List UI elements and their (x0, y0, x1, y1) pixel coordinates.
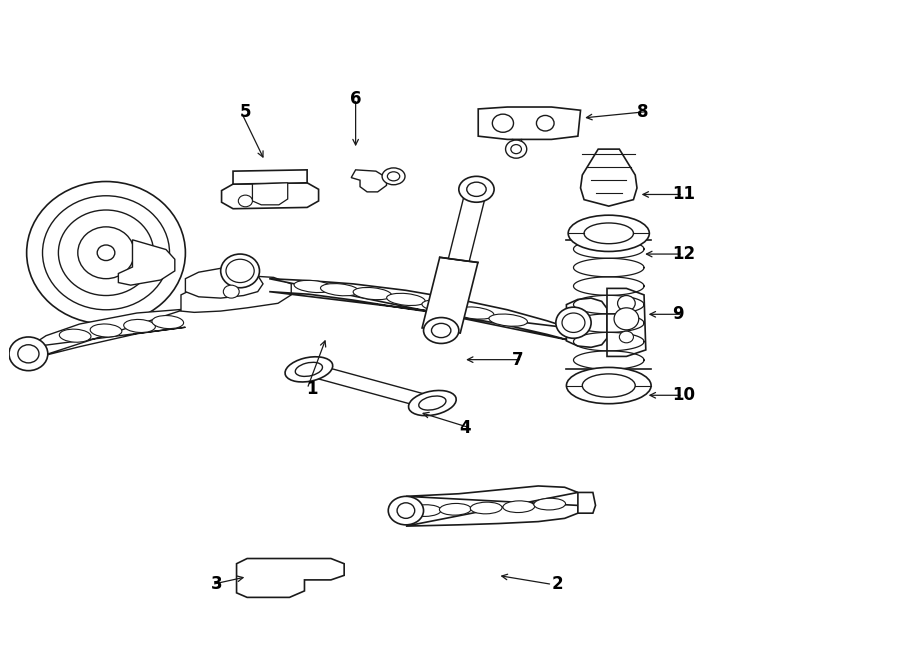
Ellipse shape (285, 357, 333, 382)
Polygon shape (578, 492, 596, 513)
Polygon shape (185, 268, 263, 298)
Ellipse shape (562, 313, 585, 332)
Polygon shape (422, 257, 478, 333)
Text: 2: 2 (552, 576, 562, 594)
Ellipse shape (617, 295, 635, 311)
Ellipse shape (566, 368, 651, 404)
Polygon shape (237, 559, 344, 598)
Text: 6: 6 (350, 90, 362, 108)
Polygon shape (221, 183, 319, 209)
Ellipse shape (536, 116, 554, 131)
Ellipse shape (584, 223, 634, 244)
Ellipse shape (42, 196, 169, 310)
Ellipse shape (220, 254, 259, 288)
Ellipse shape (582, 374, 635, 397)
Ellipse shape (27, 182, 185, 324)
Text: 7: 7 (512, 350, 524, 369)
Ellipse shape (353, 288, 392, 299)
Polygon shape (607, 288, 646, 356)
Ellipse shape (97, 245, 115, 260)
Text: 1: 1 (306, 380, 318, 398)
Ellipse shape (418, 396, 446, 410)
Polygon shape (478, 107, 580, 139)
Ellipse shape (388, 496, 424, 525)
Polygon shape (566, 298, 607, 347)
Ellipse shape (410, 505, 441, 516)
Ellipse shape (409, 391, 456, 416)
Ellipse shape (123, 319, 156, 332)
Ellipse shape (295, 362, 322, 376)
Text: 4: 4 (459, 418, 471, 437)
Polygon shape (29, 309, 185, 360)
Ellipse shape (534, 498, 565, 510)
Ellipse shape (320, 284, 359, 295)
Polygon shape (448, 188, 487, 261)
Text: 11: 11 (672, 186, 696, 204)
Ellipse shape (387, 293, 425, 305)
Ellipse shape (90, 324, 122, 337)
Ellipse shape (387, 172, 400, 181)
Ellipse shape (556, 307, 591, 338)
Text: 12: 12 (672, 245, 696, 263)
Ellipse shape (424, 317, 459, 344)
Ellipse shape (503, 501, 535, 512)
Text: 10: 10 (672, 386, 696, 405)
Ellipse shape (511, 145, 521, 153)
Polygon shape (252, 183, 288, 205)
Ellipse shape (568, 215, 649, 251)
Ellipse shape (506, 140, 526, 158)
Text: 3: 3 (211, 576, 222, 594)
Text: 9: 9 (672, 305, 684, 323)
Text: 5: 5 (240, 102, 252, 120)
Ellipse shape (238, 195, 252, 207)
Ellipse shape (614, 308, 639, 330)
Text: 8: 8 (637, 102, 649, 120)
Polygon shape (119, 240, 175, 285)
Ellipse shape (467, 182, 486, 196)
Ellipse shape (619, 331, 634, 343)
Ellipse shape (226, 259, 254, 282)
Ellipse shape (492, 114, 514, 132)
Ellipse shape (397, 503, 415, 518)
Ellipse shape (489, 314, 527, 327)
Ellipse shape (455, 307, 494, 319)
Ellipse shape (18, 345, 39, 363)
Ellipse shape (471, 502, 502, 514)
Polygon shape (181, 276, 292, 313)
Ellipse shape (431, 323, 451, 338)
Ellipse shape (59, 329, 91, 342)
Polygon shape (351, 170, 386, 192)
Polygon shape (406, 486, 578, 526)
Ellipse shape (459, 176, 494, 202)
Ellipse shape (152, 315, 184, 329)
Ellipse shape (422, 300, 461, 312)
Ellipse shape (9, 337, 48, 371)
Ellipse shape (223, 285, 239, 298)
Ellipse shape (77, 227, 134, 279)
Polygon shape (269, 279, 569, 340)
Ellipse shape (382, 168, 405, 184)
Polygon shape (306, 364, 436, 409)
Polygon shape (233, 170, 307, 184)
Ellipse shape (439, 504, 472, 515)
Ellipse shape (294, 280, 332, 293)
Ellipse shape (58, 210, 154, 295)
Polygon shape (580, 149, 637, 206)
